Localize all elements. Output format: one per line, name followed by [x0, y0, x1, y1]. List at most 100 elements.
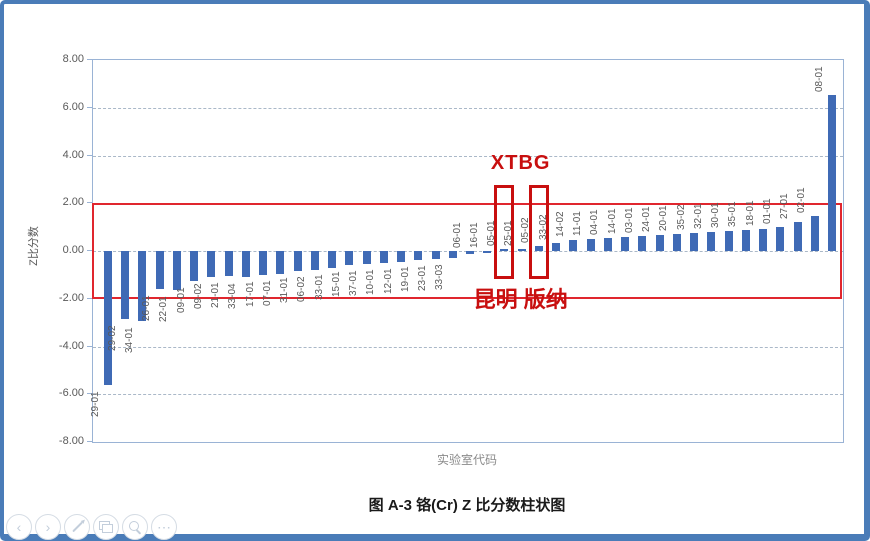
bar	[483, 251, 492, 253]
bar	[586, 239, 595, 251]
plot-area: 29-01 29-02 34-01 26-01 22-01 09-01 09-02 21-01…	[89, 59, 844, 443]
bar	[621, 236, 630, 251]
bar-label: 23-01	[417, 265, 429, 292]
bar-label: 08-01	[813, 66, 825, 92]
bar	[362, 251, 371, 265]
bar	[172, 251, 181, 291]
bar	[466, 251, 474, 254]
bar-label: 12-01	[382, 268, 394, 294]
bar	[741, 230, 750, 251]
bar-label: 16-01	[468, 222, 480, 248]
y-tick-mark	[87, 202, 92, 204]
bar-label: 27-01	[779, 193, 791, 220]
bar-label: 21-01	[210, 282, 222, 309]
bar	[121, 251, 130, 320]
zoom-button[interactable]	[122, 514, 148, 540]
bar	[345, 251, 354, 266]
bar-label: 17-01	[244, 281, 256, 307]
bar	[517, 248, 526, 251]
bar-label: 34-01	[123, 327, 135, 354]
bar	[828, 94, 836, 251]
xtbg-annotation-label: XTBG	[490, 152, 551, 174]
y-tick-mark	[87, 250, 92, 251]
bar-label: 02-01	[796, 187, 808, 214]
bar	[138, 251, 147, 322]
y-tick-label: 2.00	[62, 196, 84, 209]
y-tick-label: 8.00	[62, 53, 84, 65]
bar-label: 19-01	[399, 266, 411, 293]
bar-label: 14-01	[606, 208, 618, 234]
bar-label: 15-01	[330, 271, 342, 298]
bar-label: 30-01	[710, 202, 722, 228]
bar	[672, 233, 681, 251]
gridline	[93, 107, 843, 109]
slide-sorter-icon	[99, 521, 113, 533]
bar-label: 11-01	[572, 211, 584, 237]
bar-label: 03-01	[623, 207, 635, 233]
bar-label: 20-01	[658, 205, 670, 231]
bar	[707, 231, 716, 251]
bar	[500, 249, 509, 251]
y-tick-mark	[87, 59, 92, 60]
bar	[431, 251, 440, 260]
x-axis-title: 实验室代码	[436, 453, 497, 467]
bar-label: 09-01	[175, 287, 187, 313]
bar-label: 31-01	[279, 276, 291, 303]
bar	[259, 251, 268, 275]
bar	[759, 229, 768, 251]
bar	[328, 251, 337, 269]
bar	[534, 245, 543, 251]
previous-slide-icon: ‹	[16, 519, 22, 535]
y-tick-mark	[87, 345, 92, 347]
bar-label: 32-01	[692, 203, 704, 229]
y-tick-label: -2.00	[58, 291, 84, 304]
pen-annotate-icon	[71, 521, 83, 533]
bar-label: 01-01	[761, 198, 773, 225]
y-tick-label: -4.00	[58, 339, 84, 352]
more-options-button[interactable]: ⋯	[151, 514, 177, 540]
previous-slide-button[interactable]: ‹	[6, 514, 32, 540]
control-limit-box	[92, 203, 842, 299]
y-tick-mark	[87, 154, 92, 156]
bar	[793, 222, 802, 251]
y-tick-label: 4.00	[62, 148, 84, 161]
bar	[448, 251, 457, 259]
zoom-icon	[128, 520, 139, 531]
bar	[190, 251, 199, 281]
bar-label: 33-03	[434, 264, 446, 291]
bar	[655, 234, 664, 251]
more-options-icon: ⋯	[157, 519, 171, 535]
bar	[276, 251, 285, 274]
bar-label: 10-01	[365, 269, 377, 295]
slide-sorter-button[interactable]	[93, 514, 119, 540]
bar-label: 35-02	[675, 204, 687, 230]
y-tick-label: -8.00	[58, 435, 84, 447]
next-slide-button[interactable]: ›	[35, 514, 61, 540]
bar-label: 29-02	[106, 325, 118, 352]
bar-label: 26-01	[141, 295, 153, 322]
y-tick-mark	[87, 441, 92, 442]
gridline	[93, 155, 843, 157]
bar	[569, 240, 578, 251]
next-slide-icon: ›	[45, 519, 51, 535]
pen-annotate-button[interactable]	[64, 514, 90, 540]
bar-label: 22-01	[158, 296, 170, 323]
bar	[638, 235, 647, 251]
bar	[207, 251, 216, 278]
bar-label: 18-01	[744, 200, 756, 227]
bar-label: 07-01	[261, 280, 273, 306]
bar	[224, 251, 233, 277]
presenter-toolbar: ‹ › ⋯	[6, 514, 177, 540]
bar-label: 29-01	[89, 391, 101, 417]
bar	[241, 251, 250, 278]
gridline	[93, 346, 843, 348]
bar	[310, 251, 319, 270]
bar-label: 09-02	[192, 283, 204, 310]
bar	[724, 230, 733, 251]
bar-label: 33-01	[313, 274, 325, 301]
bar-label: 37-01	[348, 270, 360, 297]
y-tick-mark	[87, 106, 92, 108]
figure-caption: 图 A-3 铬(Cr) Z 比分数柱状图	[368, 497, 566, 514]
bar	[397, 251, 406, 262]
bar-label: 14-02	[554, 211, 566, 238]
